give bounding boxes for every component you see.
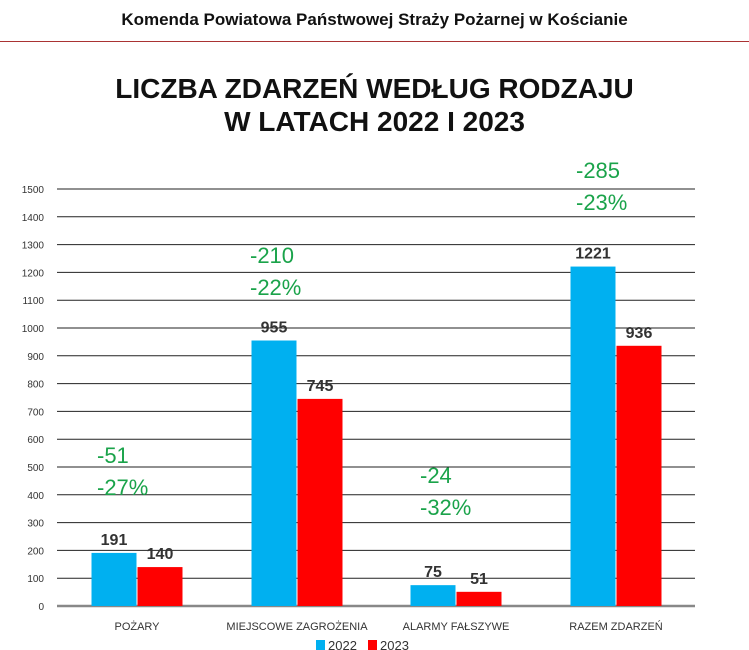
y-tick-label: 700 xyxy=(27,407,44,418)
chart-title: LICZBA ZDARZEŃ WEDŁUG RODZAJU W LATACH 2… xyxy=(0,72,749,138)
y-tick-label: 0 xyxy=(38,602,44,613)
legend-label: 2023 xyxy=(380,638,409,650)
y-tick-label: 400 xyxy=(27,491,44,502)
y-tick-label: 1000 xyxy=(22,324,45,335)
data-label: 936 xyxy=(626,325,653,342)
bar-2023 xyxy=(616,345,662,606)
annotation-change: -210 xyxy=(250,243,294,268)
chart-title-line1: LICZBA ZDARZEŃ WEDŁUG RODZAJU xyxy=(115,73,634,104)
y-tick-label: 1300 xyxy=(22,241,45,252)
chart-title-line2: W LATACH 2022 I 2023 xyxy=(224,106,525,137)
y-tick-label: 900 xyxy=(27,352,44,363)
bar-2023 xyxy=(456,591,502,606)
x-tick-label: MIEJSCOWE ZAGROŻENIA xyxy=(226,620,368,633)
y-tick-label: 1200 xyxy=(22,268,45,279)
annotation-percent: -23% xyxy=(576,190,627,215)
y-tick-label: 100 xyxy=(27,574,44,585)
bar-2023 xyxy=(137,567,183,606)
x-tick-label: ALARMY FAŁSZYWE xyxy=(403,621,510,633)
data-label: 1221 xyxy=(575,246,611,263)
y-tick-label: 1500 xyxy=(22,185,45,196)
legend-swatch-2022 xyxy=(316,640,325,650)
annotation-change: -285 xyxy=(576,158,620,183)
x-tick-label: POŻARY xyxy=(114,620,160,633)
data-label: 75 xyxy=(424,564,442,581)
data-label: 140 xyxy=(147,546,174,563)
annotation-change: -24 xyxy=(420,463,452,488)
y-tick-label: 1100 xyxy=(22,296,44,307)
bar-2022 xyxy=(410,585,456,606)
y-tick-label: 600 xyxy=(27,435,44,446)
y-tick-label: 800 xyxy=(27,380,44,391)
annotation-percent: -22% xyxy=(250,275,301,300)
y-tick-label: 300 xyxy=(27,519,44,530)
bar-2022 xyxy=(251,340,297,606)
annotation-percent: -27% xyxy=(97,475,148,500)
header-divider xyxy=(0,41,749,42)
bar-2023 xyxy=(297,398,343,606)
organization-header: Komenda Powiatowa Państwowej Straży Poża… xyxy=(121,10,628,29)
annotation-change: -51 xyxy=(97,443,129,468)
x-tick-label: RAZEM ZDARZEŃ xyxy=(569,620,663,633)
data-label: 191 xyxy=(101,532,128,549)
bar-2022 xyxy=(91,552,137,606)
data-label: 955 xyxy=(261,320,288,337)
y-tick-label: 500 xyxy=(27,463,44,474)
data-label: 51 xyxy=(470,571,488,588)
y-tick-label: 200 xyxy=(27,546,44,557)
y-tick-label: 1400 xyxy=(22,213,45,224)
annotation-percent: -32% xyxy=(420,495,471,520)
legend-label: 2022 xyxy=(328,638,357,650)
data-label: 745 xyxy=(307,378,334,395)
legend-swatch-2023 xyxy=(368,640,377,650)
bar-2022 xyxy=(570,266,616,606)
